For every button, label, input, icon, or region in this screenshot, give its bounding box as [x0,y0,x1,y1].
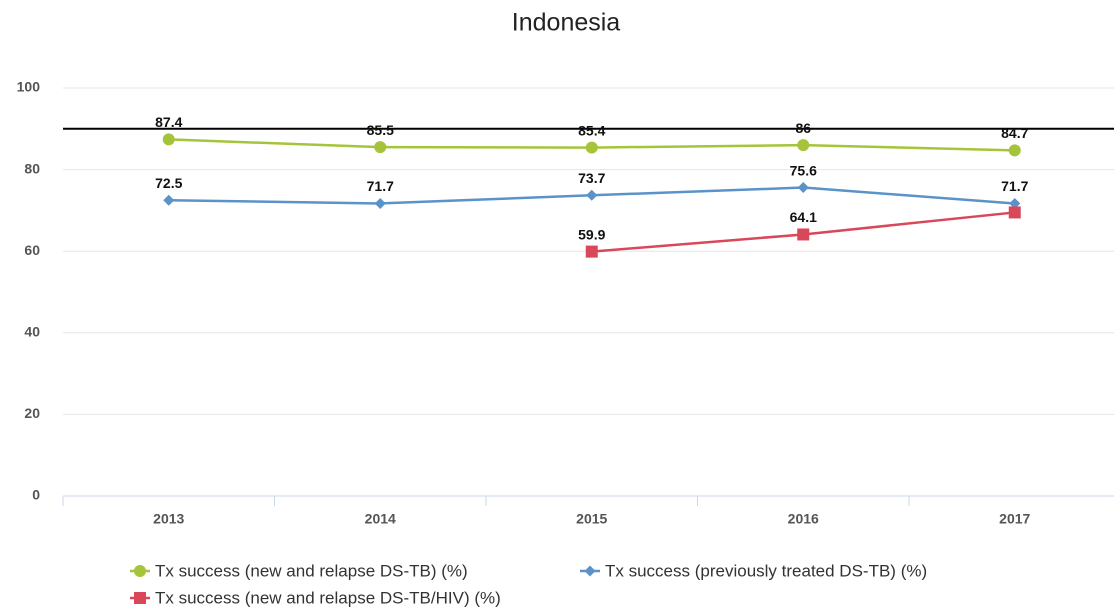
data-label: 85.4 [578,122,605,138]
point [1009,197,1021,209]
legend-marker [584,565,596,577]
point [374,141,387,154]
x-tick-label: 2013 [153,511,184,527]
data-label: 71.7 [367,178,394,194]
point [1008,206,1021,219]
y-tick-label: 20 [24,405,40,421]
point [162,133,175,146]
data-label: 84.7 [1001,125,1028,141]
point [1008,144,1021,157]
data-label: 71.7 [1001,178,1028,194]
y-tick-label: 0 [32,487,40,503]
x-tick-label: 2015 [576,511,607,527]
point [163,194,175,206]
data-label: 73.7 [578,170,605,186]
x-tick-label: 2016 [788,511,819,527]
point [374,197,386,209]
data-label: 85.5 [367,122,394,138]
point [585,245,598,258]
data-label: 64.1 [790,209,817,225]
data-label: 75.6 [790,162,817,178]
x-tick-label: 2017 [999,511,1030,527]
legend-label: Tx success (previously treated DS-TB) (%… [605,561,927,580]
point [797,228,810,241]
y-tick-label: 100 [17,79,41,95]
point [797,139,810,152]
data-label: 72.5 [155,175,182,191]
y-tick-label: 60 [24,242,40,258]
legend-marker [134,565,146,577]
point [797,182,809,194]
point [585,141,598,154]
data-label: 87.4 [155,114,182,130]
legend-label: Tx success (new and relapse DS-TB/HIV) (… [155,588,501,607]
legend-marker [134,592,146,604]
legend-label: Tx success (new and relapse DS-TB) (%) [155,561,468,580]
chart-title: Indonesia [512,9,621,37]
point [586,189,598,201]
y-tick-label: 40 [24,324,40,340]
data-label: 86 [795,120,811,136]
y-tick-label: 80 [24,160,40,176]
data-label: 59.9 [578,226,605,242]
x-tick-label: 2014 [365,511,396,527]
